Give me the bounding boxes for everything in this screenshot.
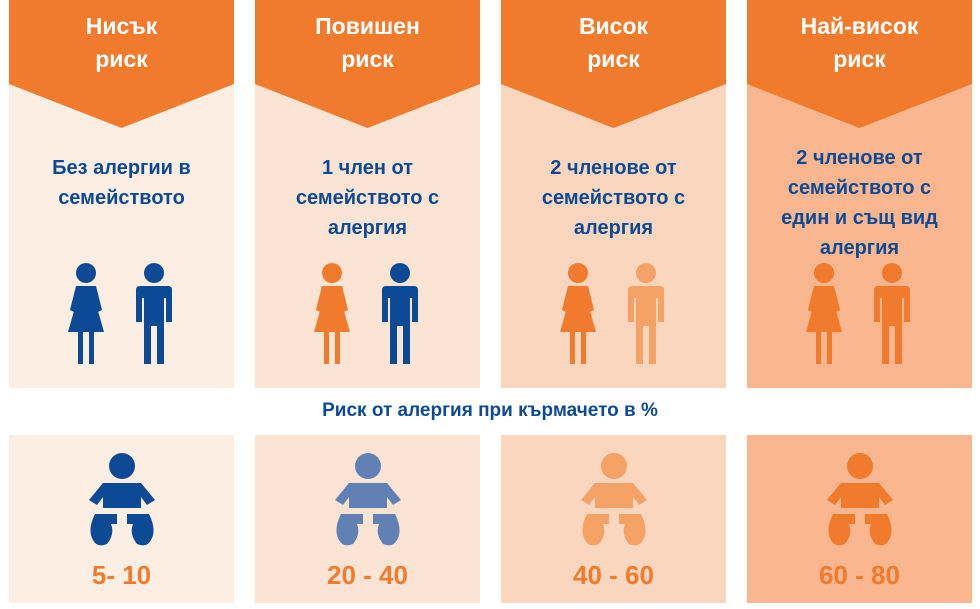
description-line: семейството с bbox=[541, 187, 686, 209]
infant-risk-caption: Риск от алергия при кърмачето в % bbox=[322, 400, 658, 421]
baby-figure bbox=[819, 452, 901, 548]
risk-banner: Висок риск bbox=[501, 0, 726, 128]
risk-title: Повишен риск bbox=[255, 10, 480, 76]
risk-banner: Нисък риск bbox=[9, 0, 234, 128]
baby-figure bbox=[81, 452, 163, 548]
risk-title-line: риск bbox=[833, 46, 886, 72]
man-icon bbox=[628, 263, 664, 364]
parents-figures bbox=[64, 262, 180, 366]
description-line: алергия bbox=[573, 217, 654, 239]
baby-icon bbox=[581, 453, 647, 546]
man-icon bbox=[874, 263, 910, 364]
woman-icon bbox=[314, 263, 350, 364]
risk-title-line: риск bbox=[587, 46, 640, 72]
family-description: 2 членове от семейството с алергия bbox=[509, 153, 718, 243]
woman-icon bbox=[806, 263, 842, 364]
risk-title-line: Повишен bbox=[315, 13, 420, 39]
baby-figure bbox=[327, 452, 409, 548]
baby-icon bbox=[89, 453, 155, 546]
risk-percentage: 20 - 40 bbox=[327, 560, 408, 590]
description-line: семейството bbox=[58, 187, 185, 209]
baby-icon bbox=[335, 453, 401, 546]
risk-column-low: Нисък риск Без алергии в семейството bbox=[9, 0, 234, 609]
risk-banner: Най-висок риск bbox=[747, 0, 972, 128]
baby-figure bbox=[573, 452, 655, 548]
parents-figures bbox=[556, 262, 672, 366]
risk-banner: Повишен риск bbox=[255, 0, 480, 128]
description-line: алергия bbox=[327, 217, 408, 239]
risk-title-line: Нисък bbox=[85, 13, 158, 39]
woman-icon bbox=[68, 263, 104, 364]
description-line: 2 членове от bbox=[796, 147, 923, 169]
description-line: един и същ вид bbox=[781, 207, 938, 229]
risk-title-line: риск bbox=[95, 46, 148, 72]
description-line: 1 член от bbox=[321, 157, 413, 179]
family-description: 1 член от семейството с алергия bbox=[263, 153, 472, 243]
risk-percentage: 40 - 60 bbox=[573, 560, 654, 590]
risk-title: Най-висок риск bbox=[747, 10, 972, 76]
man-icon bbox=[382, 263, 418, 364]
risk-column-highest: Най-висок риск 2 членове от семейството … bbox=[747, 0, 972, 609]
risk-column-elevated: Повишен риск 1 член от семейството с але… bbox=[255, 0, 480, 609]
risk-percentage: 60 - 80 bbox=[819, 560, 900, 590]
parents-figures bbox=[802, 262, 918, 366]
risk-column-high: Висок риск 2 членове от семейството с ал… bbox=[501, 0, 726, 609]
description-line: семейството с bbox=[295, 187, 440, 209]
risk-title-line: Най-висок bbox=[800, 13, 919, 39]
man-icon bbox=[136, 263, 172, 364]
woman-icon bbox=[560, 263, 596, 364]
baby-icon bbox=[827, 453, 893, 546]
description-line: 2 членове от bbox=[550, 157, 677, 179]
risk-percentage: 5- 10 bbox=[91, 560, 152, 590]
risk-title-line: риск bbox=[341, 46, 394, 72]
description-line: алергия bbox=[819, 237, 900, 259]
parents-figures bbox=[310, 262, 426, 366]
family-description: Без алергии в семейството bbox=[17, 153, 226, 213]
family-description: 2 членове от семейството с един и същ ви… bbox=[755, 143, 964, 263]
risk-title: Висок риск bbox=[501, 10, 726, 76]
risk-title-line: Висок bbox=[578, 13, 649, 39]
description-line: Без алергии в bbox=[52, 157, 191, 179]
description-line: семейството с bbox=[787, 177, 932, 199]
risk-title: Нисък риск bbox=[9, 10, 234, 76]
